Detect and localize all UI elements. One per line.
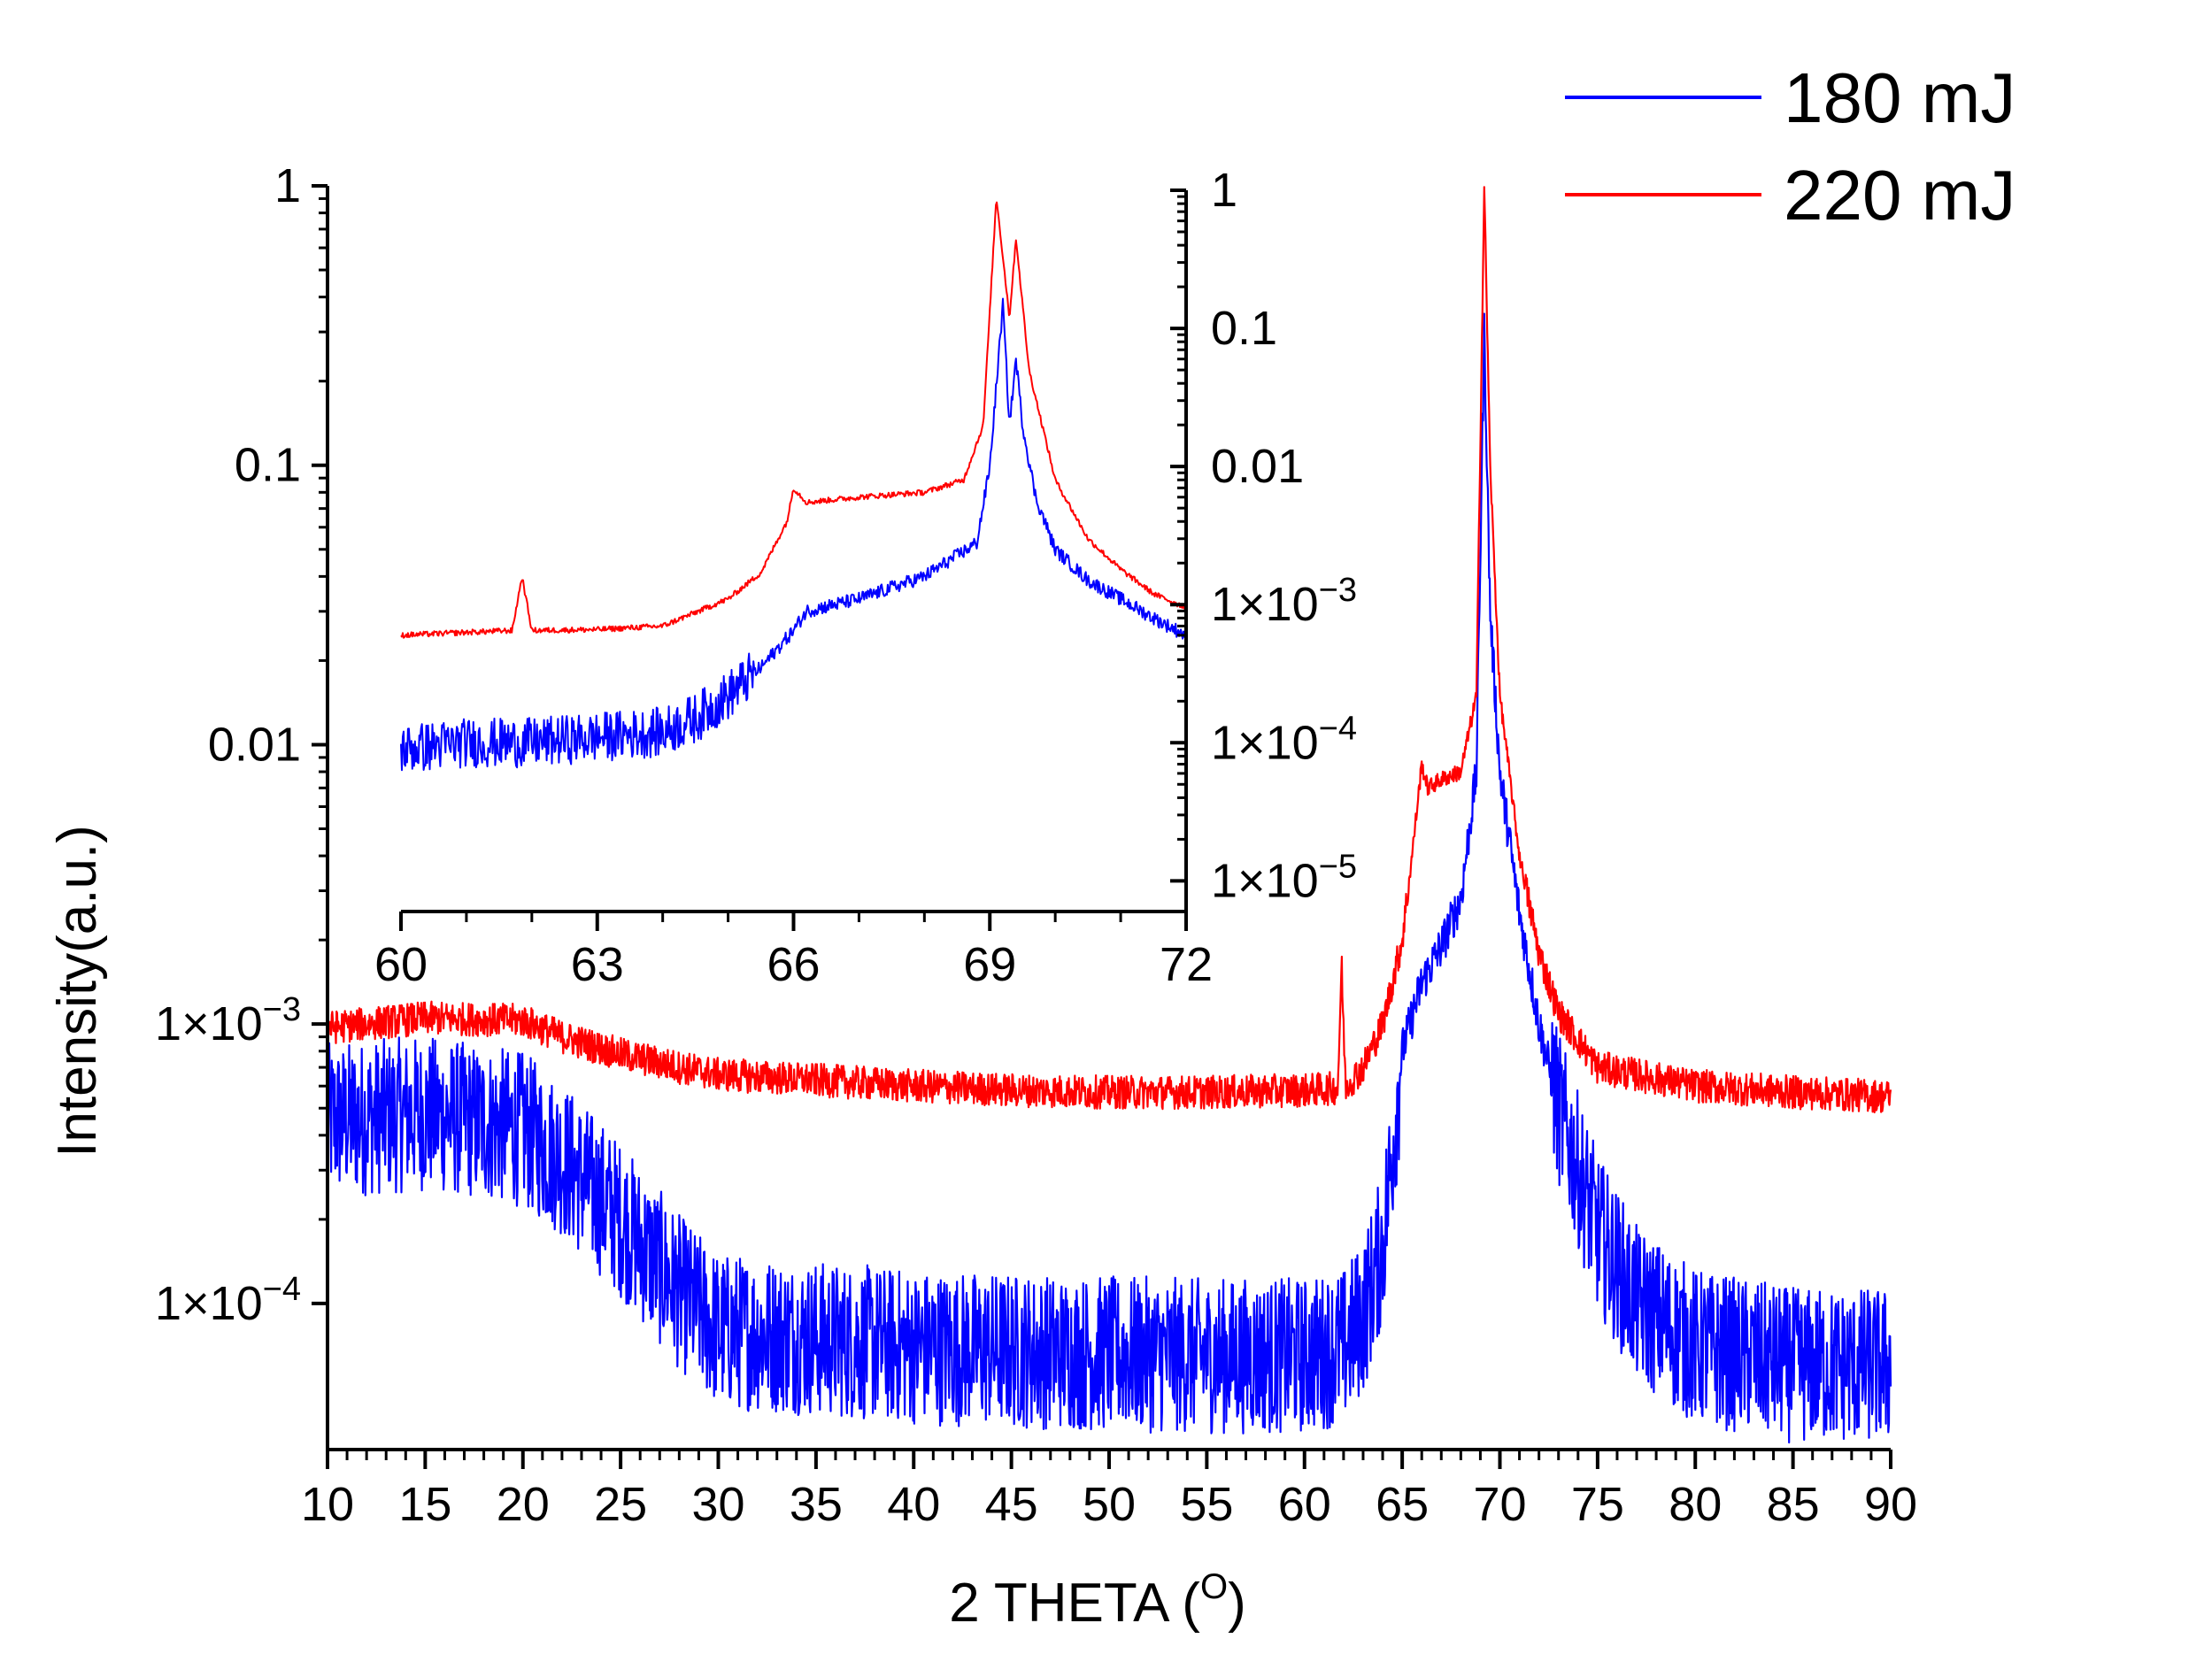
y-tick-label: 0.1: [235, 439, 301, 492]
y-axis-title: Intensity(a.u.): [47, 825, 108, 1158]
series-line-220mj: [326, 186, 1892, 1114]
x-axis-title-end: ): [1228, 1573, 1246, 1634]
inset-plot: 60 63 66 69 72 1 0.1 0.01 1×10−3 1×10−4 1×10−5: [374, 164, 1357, 991]
y-tick-label: 1×10−4: [155, 1271, 301, 1330]
y-tick-label: 1×10−3: [155, 991, 301, 1050]
x-tick-label: 10: [301, 1478, 354, 1531]
x-tick-label: 55: [1180, 1478, 1233, 1531]
y-tick-label: 1×10−4: [1211, 710, 1357, 769]
x-tick-label: 60: [1278, 1478, 1331, 1531]
x-axis-title-sup: O: [1200, 1567, 1228, 1606]
x-axis-title-main: 2 THETA (: [949, 1573, 1200, 1634]
x-tick-label: 35: [790, 1478, 843, 1531]
y-tick-label: 1×10−5: [1211, 848, 1357, 907]
x-tick-label: 63: [571, 938, 624, 991]
x-tick-label: 72: [1160, 938, 1213, 991]
x-tick-label: 60: [374, 938, 428, 991]
legend: 180 mJ 220 mJ: [1565, 58, 2015, 235]
y-tick-label: 1: [274, 159, 301, 212]
series-line-220mj: [400, 201, 1187, 639]
x-tick-label: 66: [767, 938, 820, 991]
series-line-180mj: [326, 312, 1892, 1444]
y-tick-label: 0.01: [1211, 440, 1304, 493]
y-tick-label: 1: [1211, 164, 1237, 217]
x-tick-label: 80: [1669, 1478, 1722, 1531]
legend-label-180mj: 180 mJ: [1784, 58, 2015, 137]
y-tick-label: 0.1: [1211, 302, 1277, 355]
main-plot: 10 15 20 25 30 35 40 45 50 55 60 65 70 75 80 85 90 1 0.1 0.…: [155, 159, 1917, 1531]
x-tick-label: 70: [1473, 1478, 1526, 1531]
x-tick-label: 40: [887, 1478, 940, 1531]
x-tick-label: 30: [691, 1478, 744, 1531]
legend-label-220mj: 220 mJ: [1784, 156, 2015, 235]
x-tick-label: 90: [1864, 1478, 1917, 1531]
x-tick-label: 20: [497, 1478, 550, 1531]
series-line-180mj: [400, 297, 1187, 772]
x-tick-label: 85: [1767, 1478, 1820, 1531]
x-tick-label: 25: [594, 1478, 647, 1531]
y-tick-label: 1×10−3: [1211, 572, 1357, 631]
x-tick-label: 45: [985, 1478, 1038, 1531]
y-tick-label: 0.01: [208, 718, 301, 771]
x-tick-label: 15: [398, 1478, 451, 1531]
x-axis-title: 2 THETA (O): [949, 1567, 1245, 1634]
x-tick-label: 69: [963, 938, 1016, 991]
x-tick-label: 75: [1571, 1478, 1624, 1531]
x-tick-label: 65: [1376, 1478, 1429, 1531]
x-tick-label: 50: [1083, 1478, 1136, 1531]
